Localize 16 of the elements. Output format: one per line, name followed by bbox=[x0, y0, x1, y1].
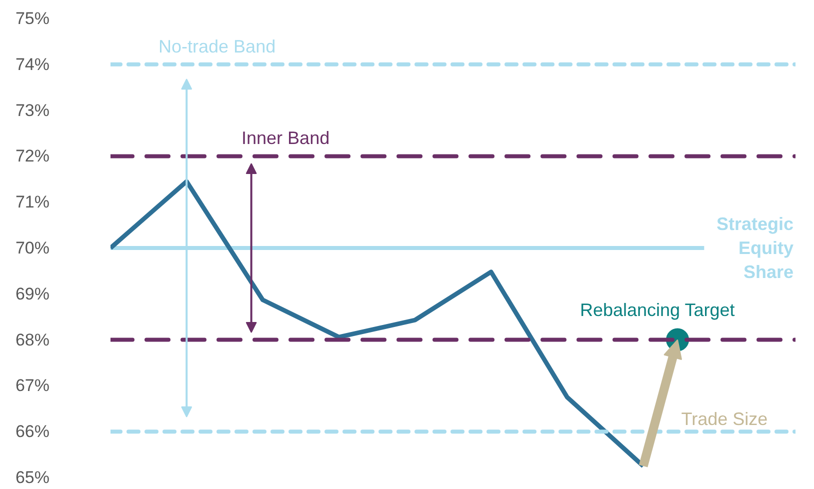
y-tick-label: 69% bbox=[15, 284, 50, 304]
y-tick-label: 68% bbox=[15, 330, 50, 350]
annotation: Rebalancing Target bbox=[580, 300, 735, 320]
y-tick-label: 75% bbox=[15, 9, 50, 28]
annotation: Trade Size bbox=[681, 409, 768, 430]
y-tick-label: 71% bbox=[15, 192, 50, 212]
y-tick-label: 65% bbox=[15, 468, 50, 487]
ref-line-label: No-trade Band bbox=[158, 36, 276, 56]
y-tick-label: 74% bbox=[15, 54, 50, 74]
ref-line-label: Strategic Equity Share bbox=[716, 214, 794, 282]
ref-line-label: Inner Band bbox=[242, 128, 330, 148]
y-tick-label: 70% bbox=[15, 238, 50, 258]
y-tick-label: 73% bbox=[15, 100, 50, 120]
y-tick-label: 72% bbox=[15, 146, 50, 166]
y-tick-label: 66% bbox=[15, 422, 50, 442]
y-tick-label: 67% bbox=[15, 376, 50, 396]
